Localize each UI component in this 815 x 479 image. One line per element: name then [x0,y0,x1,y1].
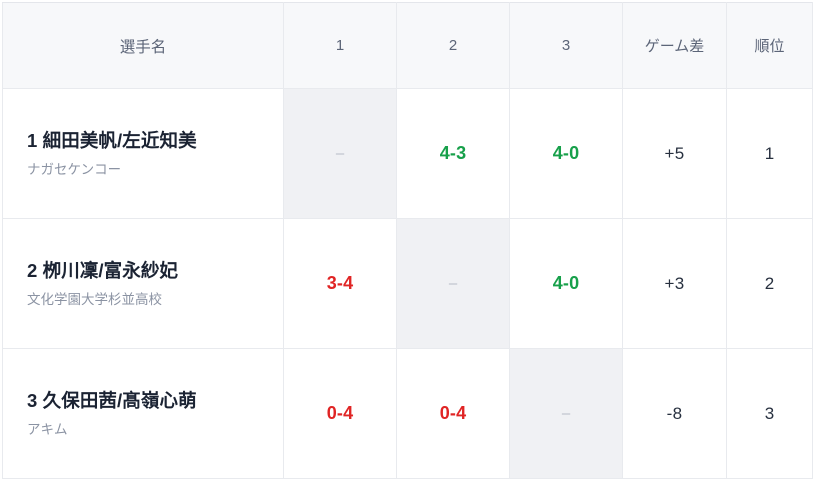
player-name-cell: 3 久保田茜/髙嶺心萌アキム [2,348,284,479]
column-header-opponent-2: 2 [396,2,510,89]
rank-label: 2 [764,273,775,293]
rank-label: 1 [764,143,775,163]
match-score-label: 0-4 [439,403,467,423]
table-row: 2 栁川凜/富永紗妃文化学園大学杉並高校 3-4 – 4-0 +3 2 [2,218,813,349]
match-result-cell: 0-4 [283,348,397,479]
column-header-player-name: 選手名 [2,2,284,89]
player-name-label: 1 細田美帆/左近知美 [27,129,197,151]
match-score-label: 4-0 [552,143,580,163]
rank-cell: 2 [726,218,813,349]
player-team-label: アキム [27,422,68,438]
table-row: 3 久保田茜/髙嶺心萌アキム 0-4 0-4 – -8 3 [2,348,813,479]
column-header-opponent-1: 1 [283,2,397,89]
match-score-label: 0-4 [326,403,354,423]
game-difference-cell: -8 [622,348,727,479]
game-difference-label: +3 [664,273,685,293]
game-difference-cell: +3 [622,218,727,349]
self-match-cell: – [396,218,510,349]
table-row: 1 細田美帆/左近知美ナガセケンコー – 4-3 4-0 +5 1 [2,88,813,219]
game-difference-label: -8 [666,403,683,423]
self-match-cell: – [283,88,397,219]
rank-cell: 3 [726,348,813,479]
self-dash-label: – [448,274,458,292]
player-name-cell: 2 栁川凜/富永紗妃文化学園大学杉並高校 [2,218,284,349]
self-dash-label: – [335,144,345,162]
table-header: 選手名 1 2 3 ゲーム差 順位 [2,2,813,89]
game-difference-cell: +5 [622,88,727,219]
rank-cell: 1 [726,88,813,219]
match-score-label: 4-0 [552,273,580,293]
column-header-opponent-3: 3 [509,2,623,89]
table-body: 1 細田美帆/左近知美ナガセケンコー – 4-3 4-0 +5 1 2 栁川凜/富永紗妃文化… [2,88,813,479]
match-result-cell: 4-3 [396,88,510,219]
table-header-row: 選手名 1 2 3 ゲーム差 順位 [2,2,813,89]
column-header-rank: 順位 [726,2,813,89]
self-dash-label: – [561,404,571,422]
rank-label: 3 [764,403,775,423]
player-name-label: 2 栁川凜/富永紗妃 [27,259,179,281]
match-result-cell: 4-0 [509,88,623,219]
match-result-cell: 3-4 [283,218,397,349]
player-name-cell: 1 細田美帆/左近知美ナガセケンコー [2,88,284,219]
column-header-game-difference: ゲーム差 [622,2,727,89]
player-name-label: 3 久保田茜/髙嶺心萌 [27,389,197,411]
match-result-cell: 4-0 [509,218,623,349]
match-result-cell: 0-4 [396,348,510,479]
player-team-label: 文化学園大学杉並高校 [27,292,162,308]
game-difference-label: +5 [664,143,685,163]
match-score-label: 3-4 [326,273,354,293]
player-team-label: ナガセケンコー [27,162,122,178]
self-match-cell: – [509,348,623,479]
match-score-label: 4-3 [439,143,467,163]
